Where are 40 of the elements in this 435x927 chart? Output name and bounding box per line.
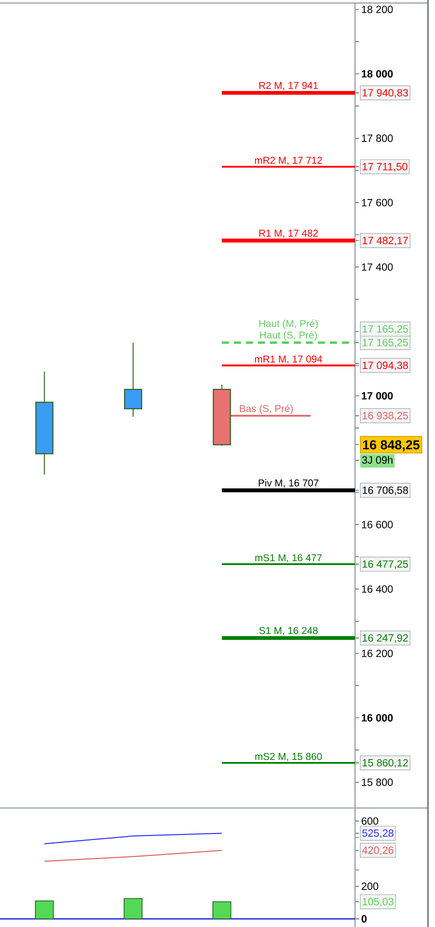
y-tick-label: 18 200 — [362, 6, 393, 14]
y-tick-label: 17 400 — [362, 263, 393, 271]
y-tick-label: 16 200 — [362, 650, 393, 658]
y-tick-label: 17 482,17 — [362, 236, 408, 246]
y-tick-label: 17 165,25 — [362, 338, 408, 348]
y-tick-label: 17 000 — [362, 392, 393, 400]
y-tick-label: 17 600 — [362, 198, 393, 206]
ref-line-label: mR2 M, 17 712 — [255, 156, 322, 166]
text: 3J 09h — [362, 456, 392, 464]
ref-line-label: R2 M, 17 941 — [259, 82, 318, 90]
y-tick-label: 600 — [362, 817, 378, 825]
y-tick-label: 16 000 — [362, 714, 393, 722]
y-tick-label: 18 000 — [362, 70, 393, 78]
y-tick-label: 16 600 — [362, 520, 393, 528]
y-tick-label: 525,28 — [362, 829, 394, 838]
y-tick-label: 105,03 — [362, 898, 394, 907]
ref-line-label: Piv M, 16 707 — [258, 479, 318, 488]
y-tick-label: 16 400 — [362, 585, 393, 593]
y-tick-label: 16 247,92 — [362, 634, 408, 643]
y-tick-label: 17 800 — [362, 134, 393, 142]
y-tick-label: 0 — [362, 915, 367, 923]
ref-line-label: R1 M, 17 482 — [259, 230, 318, 238]
y-tick-label: 17 940,83 — [362, 89, 408, 98]
ref-line-label: mS1 M, 16 477 — [255, 554, 322, 562]
ref-line-label: mS2 M, 15 860 — [255, 752, 322, 762]
ref-line-label: S1 M, 16 248 — [259, 627, 318, 636]
ref-line-label: Haut (S, Pré) — [260, 331, 317, 341]
annotation: Haut (M, Pré) — [259, 320, 318, 330]
ref-line-label: mR1 M, 17 094 — [255, 356, 322, 364]
y-tick-label: 15 860,12 — [362, 759, 408, 768]
ref-line-label: Bas (S, Pré) — [240, 404, 293, 414]
y-tick-label: 17 094,38 — [362, 362, 408, 370]
y-tick-label: 17 711,50 — [362, 162, 408, 172]
y-tick-label: 420,26 — [362, 846, 394, 856]
y-tick-label: 16 477,25 — [362, 560, 408, 569]
y-tick-label: 16 848,25 — [363, 440, 420, 452]
y-tick-label: 16 938,25 — [362, 412, 408, 421]
y-tick-label: 200 — [362, 882, 378, 890]
y-tick-label: 15 800 — [362, 778, 393, 786]
y-tick-label: 16 706,58 — [362, 486, 408, 496]
